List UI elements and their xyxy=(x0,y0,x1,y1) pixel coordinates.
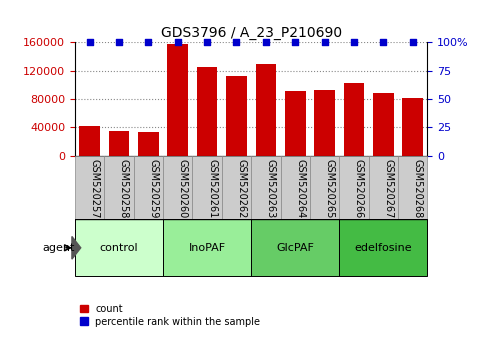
Bar xyxy=(226,76,247,156)
Point xyxy=(144,40,152,45)
Point xyxy=(409,40,417,45)
FancyBboxPatch shape xyxy=(163,219,251,276)
Point xyxy=(174,40,182,45)
Bar xyxy=(197,67,217,156)
FancyBboxPatch shape xyxy=(192,156,222,219)
Bar xyxy=(344,83,364,156)
Point xyxy=(380,40,387,45)
FancyBboxPatch shape xyxy=(75,219,163,276)
FancyBboxPatch shape xyxy=(75,156,104,219)
Bar xyxy=(168,44,188,156)
Point xyxy=(203,40,211,45)
FancyBboxPatch shape xyxy=(369,156,398,219)
FancyBboxPatch shape xyxy=(339,219,427,276)
Text: GSM520263: GSM520263 xyxy=(266,159,276,218)
FancyBboxPatch shape xyxy=(163,156,192,219)
Point xyxy=(350,40,358,45)
Text: GSM520265: GSM520265 xyxy=(325,159,335,218)
FancyBboxPatch shape xyxy=(339,156,369,219)
Bar xyxy=(373,93,394,156)
FancyBboxPatch shape xyxy=(251,156,281,219)
Legend: count, percentile rank within the sample: count, percentile rank within the sample xyxy=(80,304,260,326)
Text: control: control xyxy=(99,243,138,253)
Point xyxy=(321,40,328,45)
Point xyxy=(291,40,299,45)
Text: edelfosine: edelfosine xyxy=(355,243,412,253)
FancyBboxPatch shape xyxy=(104,156,134,219)
Text: GSM520261: GSM520261 xyxy=(207,159,217,218)
Bar xyxy=(256,64,276,156)
Text: GSM520266: GSM520266 xyxy=(354,159,364,218)
Text: GSM520267: GSM520267 xyxy=(384,159,393,218)
Bar xyxy=(79,126,100,156)
Point xyxy=(262,40,270,45)
Text: InoPAF: InoPAF xyxy=(188,243,226,253)
Text: GlcPAF: GlcPAF xyxy=(276,243,314,253)
FancyBboxPatch shape xyxy=(398,156,427,219)
FancyBboxPatch shape xyxy=(222,156,251,219)
FancyBboxPatch shape xyxy=(134,156,163,219)
Text: GSM520268: GSM520268 xyxy=(413,159,423,218)
Bar xyxy=(402,98,423,156)
Text: agent: agent xyxy=(43,243,75,253)
Title: GDS3796 / A_23_P210690: GDS3796 / A_23_P210690 xyxy=(160,26,342,40)
Text: GSM520258: GSM520258 xyxy=(119,159,129,218)
Text: GSM520260: GSM520260 xyxy=(178,159,188,218)
Bar xyxy=(314,90,335,156)
Point xyxy=(85,40,93,45)
Point xyxy=(233,40,241,45)
Text: GSM520257: GSM520257 xyxy=(89,159,99,218)
Point xyxy=(115,40,123,45)
Text: GSM520259: GSM520259 xyxy=(148,159,158,218)
Text: GSM520264: GSM520264 xyxy=(295,159,305,218)
Bar xyxy=(285,91,306,156)
FancyBboxPatch shape xyxy=(281,156,310,219)
Text: GSM520262: GSM520262 xyxy=(237,159,246,218)
Bar xyxy=(109,131,129,156)
FancyBboxPatch shape xyxy=(251,219,339,276)
Bar xyxy=(138,132,158,156)
Polygon shape xyxy=(72,236,81,259)
FancyBboxPatch shape xyxy=(310,156,339,219)
